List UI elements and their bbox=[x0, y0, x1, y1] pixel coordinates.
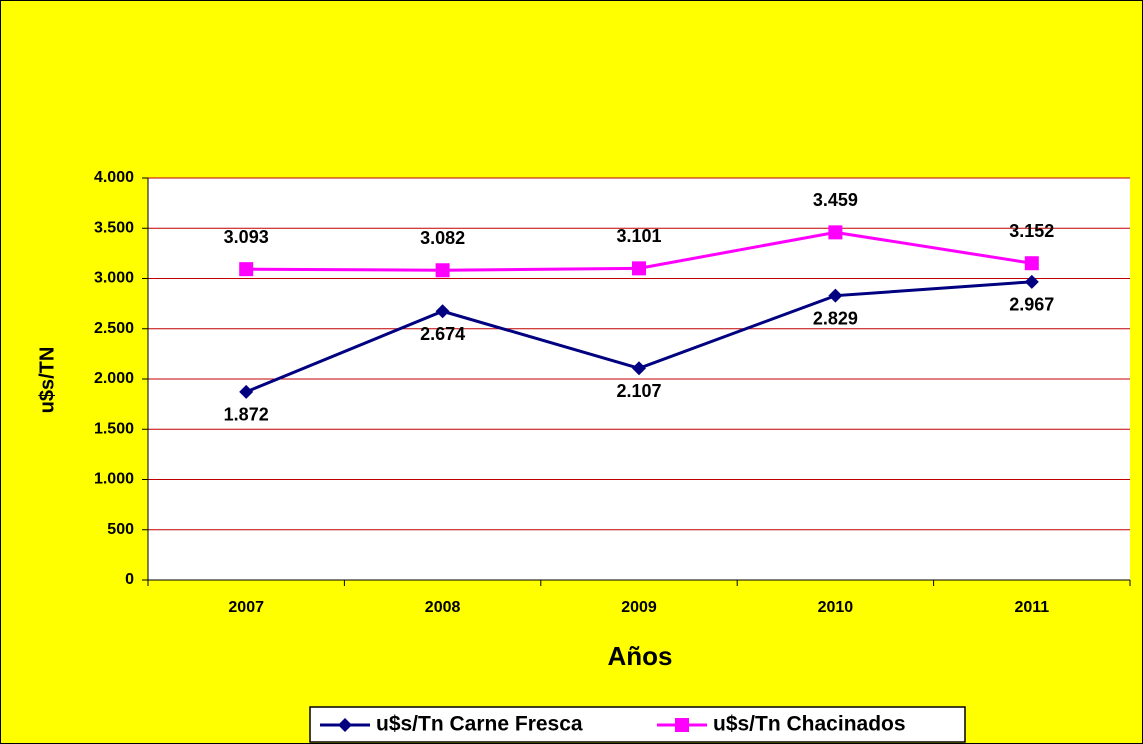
marker bbox=[338, 718, 352, 732]
data-label: 3.093 bbox=[224, 227, 269, 247]
y-tick-label: 1.500 bbox=[94, 420, 134, 437]
x-tick-label: 2007 bbox=[228, 599, 264, 616]
marker bbox=[828, 225, 843, 240]
data-label: 2.829 bbox=[813, 308, 858, 328]
y-tick-label: 4.000 bbox=[94, 169, 134, 186]
y-tick-label: 0 bbox=[125, 571, 134, 588]
marker bbox=[239, 262, 254, 277]
y-tick-label: 1.000 bbox=[94, 471, 134, 488]
y-tick-label: 3.000 bbox=[94, 270, 134, 287]
marker bbox=[435, 304, 450, 319]
marker bbox=[1024, 256, 1039, 271]
x-tick-label: 2010 bbox=[818, 599, 854, 616]
x-tick-label: 2008 bbox=[425, 599, 461, 616]
data-label: 3.152 bbox=[1009, 221, 1054, 241]
marker bbox=[632, 361, 646, 376]
data-label: 2.674 bbox=[420, 324, 465, 344]
x-axis-title: Años bbox=[608, 641, 673, 671]
data-label: 3.101 bbox=[616, 226, 661, 246]
marker bbox=[239, 384, 254, 399]
marker bbox=[828, 288, 843, 303]
marker bbox=[1024, 274, 1039, 289]
legend-label: u$s/Tn Carne Fresca bbox=[376, 713, 583, 736]
data-label: 3.082 bbox=[420, 228, 465, 248]
y-axis-title: u$s/TN bbox=[36, 347, 58, 414]
data-label: 2.107 bbox=[616, 381, 661, 401]
data-label: 1.872 bbox=[224, 405, 269, 425]
data-label: 3.459 bbox=[813, 190, 858, 210]
y-tick-label: 2.000 bbox=[94, 370, 134, 387]
x-tick-label: 2009 bbox=[621, 599, 657, 616]
marker bbox=[675, 718, 689, 732]
x-tick-label: 2011 bbox=[1014, 599, 1049, 616]
marker bbox=[435, 263, 450, 278]
legend bbox=[309, 706, 966, 743]
y-tick-label: 2.500 bbox=[94, 320, 134, 337]
marker bbox=[632, 261, 646, 276]
data-label: 2.967 bbox=[1009, 295, 1054, 315]
y-tick-label: 3.500 bbox=[94, 219, 134, 236]
y-tick-label: 500 bbox=[107, 521, 134, 538]
legend-label: u$s/Tn Chacinados bbox=[713, 713, 906, 736]
